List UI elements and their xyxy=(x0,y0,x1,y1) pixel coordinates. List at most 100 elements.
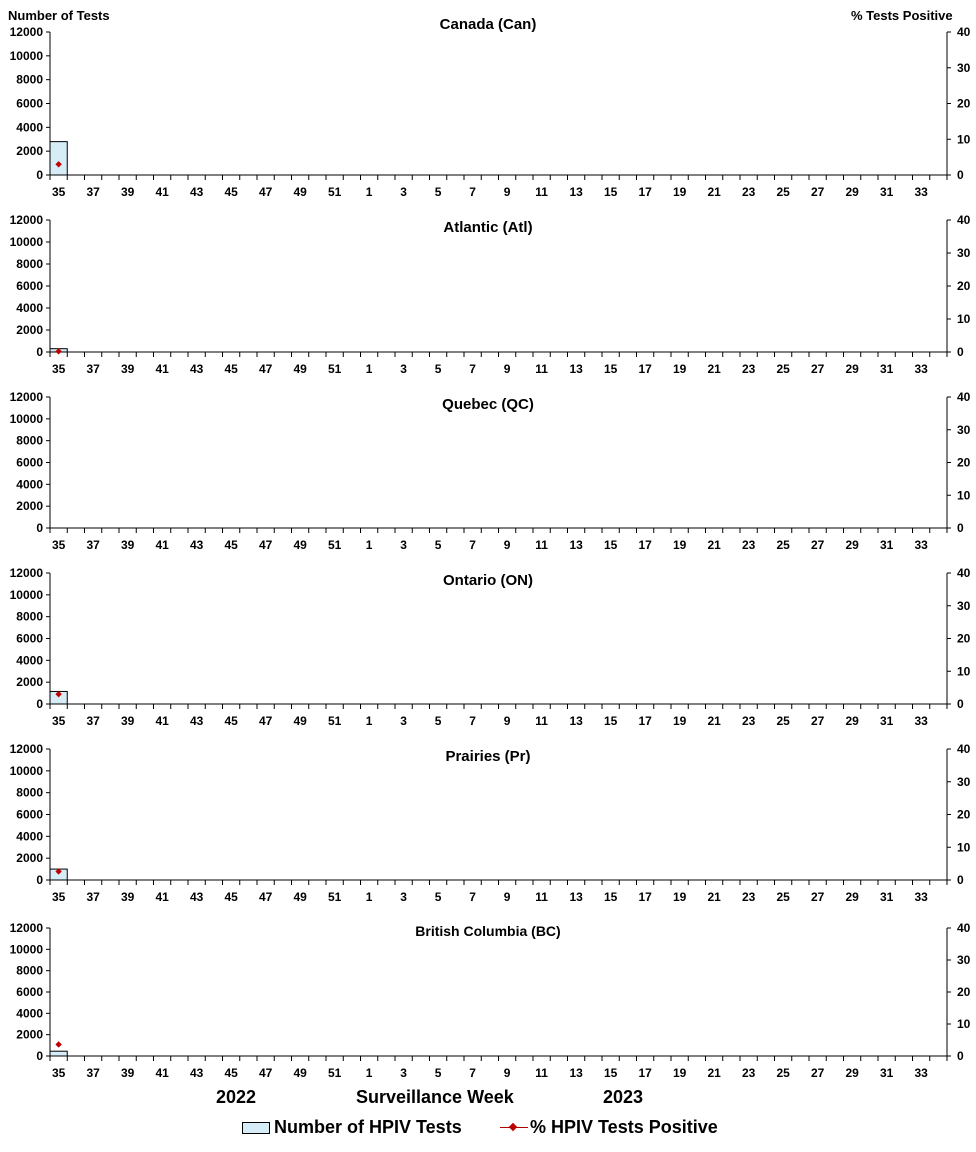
right-y-tick-label: 20 xyxy=(957,456,971,470)
x-tick-label: 39 xyxy=(121,185,135,199)
right-y-tick-label: 10 xyxy=(957,1017,971,1031)
right-y-tick-label: 10 xyxy=(957,840,971,854)
x-tick-label: 3 xyxy=(400,185,407,199)
left-y-tick-label: 12000 xyxy=(10,742,44,756)
left-y-tick-label: 4000 xyxy=(16,1006,43,1020)
x-tick-label: 31 xyxy=(880,362,894,376)
right-y-tick-label: 10 xyxy=(957,312,971,326)
left-y-tick-label: 6000 xyxy=(16,632,43,646)
left-y-tick-label: 10000 xyxy=(10,588,44,602)
x-tick-label: 45 xyxy=(224,890,238,904)
x-tick-label: 31 xyxy=(880,1066,894,1080)
x-tick-label: 47 xyxy=(259,1066,273,1080)
legend-item-line: % HPIV Tests Positive xyxy=(500,1117,718,1138)
x-tick-label: 49 xyxy=(293,1066,307,1080)
right-y-tick-label: 40 xyxy=(957,566,971,580)
x-tick-label: 27 xyxy=(811,185,825,199)
x-tick-label: 1 xyxy=(366,362,373,376)
x-tick-label: 47 xyxy=(259,714,273,728)
x-tick-label: 23 xyxy=(742,362,756,376)
right-y-tick-label: 10 xyxy=(957,664,971,678)
x-tick-label: 43 xyxy=(190,185,204,199)
x-tick-label: 23 xyxy=(742,185,756,199)
x-tick-label: 49 xyxy=(293,185,307,199)
right-y-tick-label: 40 xyxy=(957,390,971,404)
x-tick-label: 31 xyxy=(880,185,894,199)
legend-line-label: % HPIV Tests Positive xyxy=(530,1117,718,1137)
left-y-tick-label: 0 xyxy=(36,873,43,887)
x-axis-title-part2: Week xyxy=(467,1087,514,1107)
x-tick-label: 35 xyxy=(52,538,66,552)
x-tick-label: 25 xyxy=(776,714,790,728)
x-tick-label: 47 xyxy=(259,185,273,199)
x-tick-label: 31 xyxy=(880,890,894,904)
x-tick-label: 45 xyxy=(224,185,238,199)
x-tick-label: 41 xyxy=(155,714,169,728)
x-tick-label: 43 xyxy=(190,538,204,552)
marker-percent-positive xyxy=(55,868,62,875)
x-tick-label: 51 xyxy=(328,890,342,904)
right-y-tick-label: 0 xyxy=(957,873,964,887)
right-axis-title: % Tests Positive xyxy=(851,8,953,23)
left-y-tick-label: 6000 xyxy=(16,279,43,293)
legend-bar-label: Number of HPIV Tests xyxy=(274,1117,462,1137)
x-tick-label: 37 xyxy=(86,538,100,552)
left-y-tick-label: 0 xyxy=(36,1049,43,1063)
year-2022-label: 2022 xyxy=(216,1087,257,1107)
x-tick-label: 37 xyxy=(86,714,100,728)
left-y-tick-label: 10000 xyxy=(10,235,44,249)
x-tick-label: 41 xyxy=(155,362,169,376)
panel-title: Prairies (Pr) xyxy=(445,748,530,765)
panel-title: Canada (Can) xyxy=(440,16,537,33)
year-2023-label: 2023 xyxy=(603,1087,644,1107)
x-tick-label: 13 xyxy=(569,1066,583,1080)
x-tick-label: 17 xyxy=(638,714,652,728)
x-tick-label: 47 xyxy=(259,890,273,904)
left-y-tick-label: 10000 xyxy=(10,942,44,956)
x-tick-label: 45 xyxy=(224,362,238,376)
x-tick-label: 33 xyxy=(914,714,928,728)
left-y-tick-label: 2000 xyxy=(16,499,43,513)
x-tick-label: 45 xyxy=(224,714,238,728)
x-tick-label: 13 xyxy=(569,362,583,376)
x-tick-label: 21 xyxy=(707,185,721,199)
x-tick-label: 17 xyxy=(638,538,652,552)
x-tick-label: 3 xyxy=(400,1066,407,1080)
panel-title: Ontario (ON) xyxy=(443,572,533,589)
x-tick-label: 37 xyxy=(86,1066,100,1080)
x-tick-label: 3 xyxy=(400,714,407,728)
marker-percent-positive xyxy=(55,690,62,698)
x-tick-label: 25 xyxy=(776,362,790,376)
x-tick-label: 19 xyxy=(673,185,687,199)
x-tick-label: 9 xyxy=(504,538,511,552)
x-tick-label: 5 xyxy=(435,890,442,904)
x-tick-label: 5 xyxy=(435,538,442,552)
left-y-tick-label: 12000 xyxy=(10,390,44,404)
left-y-tick-label: 0 xyxy=(36,168,43,182)
right-y-tick-label: 30 xyxy=(957,599,971,613)
legend-item-bars: Number of HPIV Tests xyxy=(242,1117,462,1138)
bar-tests xyxy=(49,141,68,176)
x-axis-title: Surveillance Week xyxy=(356,1087,514,1108)
left-y-tick-label: 10000 xyxy=(10,49,44,63)
right-y-tick-label: 10 xyxy=(957,132,971,146)
right-y-tick-label: 30 xyxy=(957,246,971,260)
x-tick-label: 49 xyxy=(293,538,307,552)
left-y-tick-label: 2000 xyxy=(16,675,43,689)
x-tick-label: 19 xyxy=(673,890,687,904)
left-y-tick-label: 10000 xyxy=(10,764,44,778)
x-tick-label: 9 xyxy=(504,890,511,904)
x-tick-label: 1 xyxy=(366,185,373,199)
x-tick-label: 11 xyxy=(535,185,548,199)
x-tick-label: 13 xyxy=(569,538,583,552)
right-y-tick-label: 40 xyxy=(957,213,971,227)
legend-line-swatch xyxy=(500,1122,528,1134)
x-tick-label: 37 xyxy=(86,362,100,376)
x-tick-label: 35 xyxy=(52,714,66,728)
left-y-tick-label: 12000 xyxy=(10,213,44,227)
left-y-tick-label: 4000 xyxy=(16,120,43,134)
left-y-tick-label: 0 xyxy=(36,521,43,535)
x-tick-label: 35 xyxy=(52,890,66,904)
left-y-tick-label: 12000 xyxy=(10,921,44,935)
x-tick-label: 49 xyxy=(293,714,307,728)
